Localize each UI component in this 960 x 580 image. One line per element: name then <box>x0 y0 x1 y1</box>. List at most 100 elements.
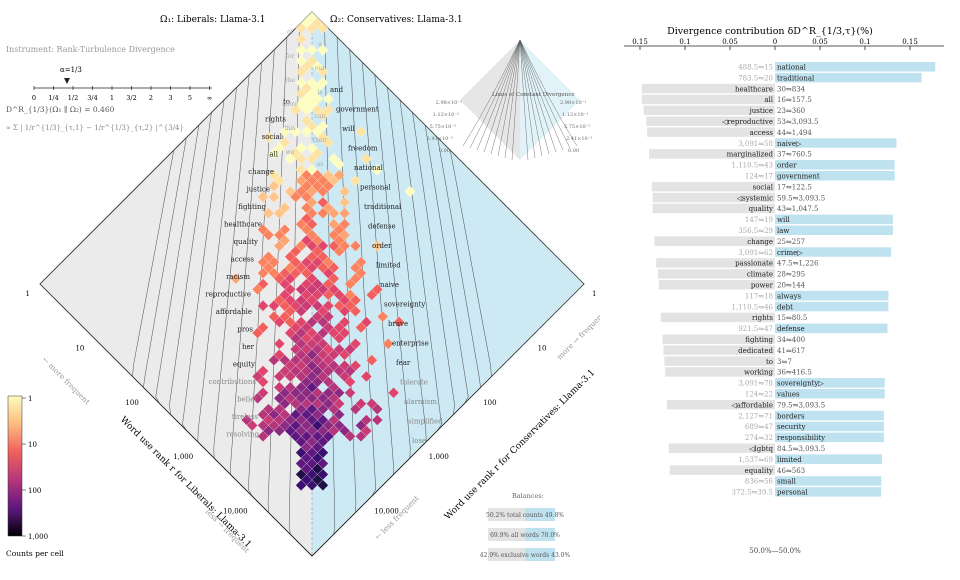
histogram-cell <box>273 207 285 219</box>
contribution-bar <box>665 367 775 377</box>
contribution-bar <box>775 62 936 72</box>
center-word-label: a <box>318 41 322 48</box>
inset-tick-right: 1.12×10⁻¹ <box>562 112 588 118</box>
right-word-label: enterprise <box>392 340 429 348</box>
right-word-label: tolerate <box>400 379 428 387</box>
bar-word-label: responsibility <box>777 434 825 442</box>
chart-title: Divergence contribution δD^R_{1/3,τ}(%) <box>667 26 873 37</box>
bar-rank-label: 356.5⇋29 <box>738 227 773 235</box>
contribution-bar <box>662 334 775 344</box>
inset-tick-right: 2.98×10⁻¹ <box>560 100 586 106</box>
right-word-label: naive <box>380 281 399 289</box>
histogram-cell <box>273 316 285 328</box>
histogram-cell <box>306 22 318 34</box>
contribution-bar <box>658 269 775 279</box>
contribution-bar <box>668 443 775 453</box>
axis-tick-label: 0.15 <box>632 38 648 46</box>
contribution-bar <box>775 410 884 421</box>
bar-rank-label: 1,110.5⇋46 <box>732 303 774 311</box>
bar-rank-label: 28⇋295 <box>777 271 805 279</box>
inset-tick-right: 0.00 <box>568 148 579 154</box>
bar-rank-label: 30⇋834 <box>777 85 806 93</box>
right-word-label: personal <box>360 184 391 192</box>
alpha-tick-label: 1/4 <box>48 94 58 102</box>
bar-word-label: all <box>764 96 773 104</box>
histogram-cell <box>257 191 269 203</box>
histogram-cell <box>273 240 285 252</box>
left-word-label: quality <box>234 238 258 246</box>
histogram-cell <box>360 153 372 165</box>
bar-word-label: values <box>776 391 800 399</box>
bar-word-label: change <box>747 238 773 246</box>
histogram-cell <box>317 44 329 56</box>
bar-rank-label: 488.5⇋15 <box>738 64 773 72</box>
bar-word-label: ◁reproductive <box>722 118 773 126</box>
system2-title: Ω₂: Conservatives: Llama-3.1 <box>330 15 463 25</box>
histogram-cell <box>360 370 372 383</box>
contribution-bar <box>669 465 775 475</box>
histogram-cell <box>257 300 269 312</box>
contribution-bar <box>775 247 892 257</box>
center-word-label: as <box>317 161 324 168</box>
contribution-bar <box>775 487 882 497</box>
bar-word-label: access <box>750 129 774 137</box>
bar-rank-label: 84.5⇋3,093.5 <box>777 445 825 453</box>
bar-rank-label: 783.5⇋20 <box>738 74 773 82</box>
contribution-bar <box>775 290 889 301</box>
bar-word-label: ◁systemic <box>737 194 773 202</box>
contribution-bar <box>643 105 775 116</box>
bar-word-label: order <box>777 162 797 170</box>
axis-tick-label: 0.05 <box>722 38 738 46</box>
bar-rank-label: 47.5⇋1,226 <box>777 260 819 268</box>
bar-word-label: sovereignty▷ <box>777 380 824 388</box>
bar-rank-label: 117⇋18 <box>745 292 773 300</box>
rank-tick-left: 10,000 <box>223 508 248 516</box>
contribution-bar <box>775 432 884 443</box>
right-word-label: fear <box>396 359 411 367</box>
alpha-tick-label: 3 <box>168 94 172 102</box>
colorbar-tick-label: 10 <box>28 441 37 449</box>
rank-tick-right: 10 <box>538 344 547 352</box>
balances: Balances: 50.2% total counts 49.8% 69.9% … <box>480 492 570 561</box>
bar-rank-label: 3,091⇋62 <box>738 249 773 257</box>
bar-word-label: dedicated <box>738 347 773 355</box>
axis-tick-label: 0.1 <box>859 38 870 46</box>
inset-tick-left: 1.12×10⁻¹ <box>433 112 459 118</box>
colorbar-title: Counts per cell <box>6 549 64 558</box>
bar-rank-label: 3,091⇋78 <box>738 380 773 388</box>
center-word-label: the <box>285 77 295 84</box>
bar-rank-label: 3,091⇋58 <box>738 140 773 148</box>
histogram-cell <box>252 392 264 404</box>
histogram-cell <box>322 136 334 149</box>
histogram-cell <box>252 327 264 339</box>
rank-tick-left: 10 <box>75 344 84 352</box>
bar-rank-label: 1,110.5⇋43 <box>732 162 774 170</box>
right-word-label: defense <box>368 223 396 231</box>
bar-word-label: to <box>766 358 773 366</box>
left-word-label: contributions <box>209 378 257 386</box>
center-word-label: our <box>315 65 325 72</box>
left-word-label: her <box>242 343 255 351</box>
right-word-label: will <box>342 125 355 133</box>
contribution-bar <box>647 127 775 137</box>
bar-word-label: ◁lgbtq <box>749 445 773 453</box>
alpha-tick-label: 3/2 <box>126 94 136 102</box>
bar-word-label: security <box>777 423 806 431</box>
bar-rank-label: 34⇋400 <box>777 336 805 344</box>
rank-tick-left: 1 <box>26 290 30 298</box>
histogram-cell <box>252 283 264 296</box>
right-word-label: simplified <box>408 418 443 426</box>
histogram-cell <box>382 338 394 350</box>
bar-rank-label: 274⇋32 <box>745 434 773 442</box>
alpha-tick-label: 0 <box>32 94 36 102</box>
left-word-label: access <box>231 256 255 264</box>
center-word-label: we <box>286 149 295 156</box>
alpha-marker-icon <box>64 78 70 84</box>
divergence-contours <box>132 24 492 557</box>
left-word-label: healthcare <box>224 221 262 229</box>
bar-word-label: power <box>751 282 774 290</box>
bar-rank-label: 15⇋80.5 <box>777 314 807 322</box>
bar-word-label: ◁affordable <box>731 401 773 409</box>
histogram-cell <box>262 207 275 219</box>
alpha-tick-label: 1/2 <box>68 94 78 102</box>
